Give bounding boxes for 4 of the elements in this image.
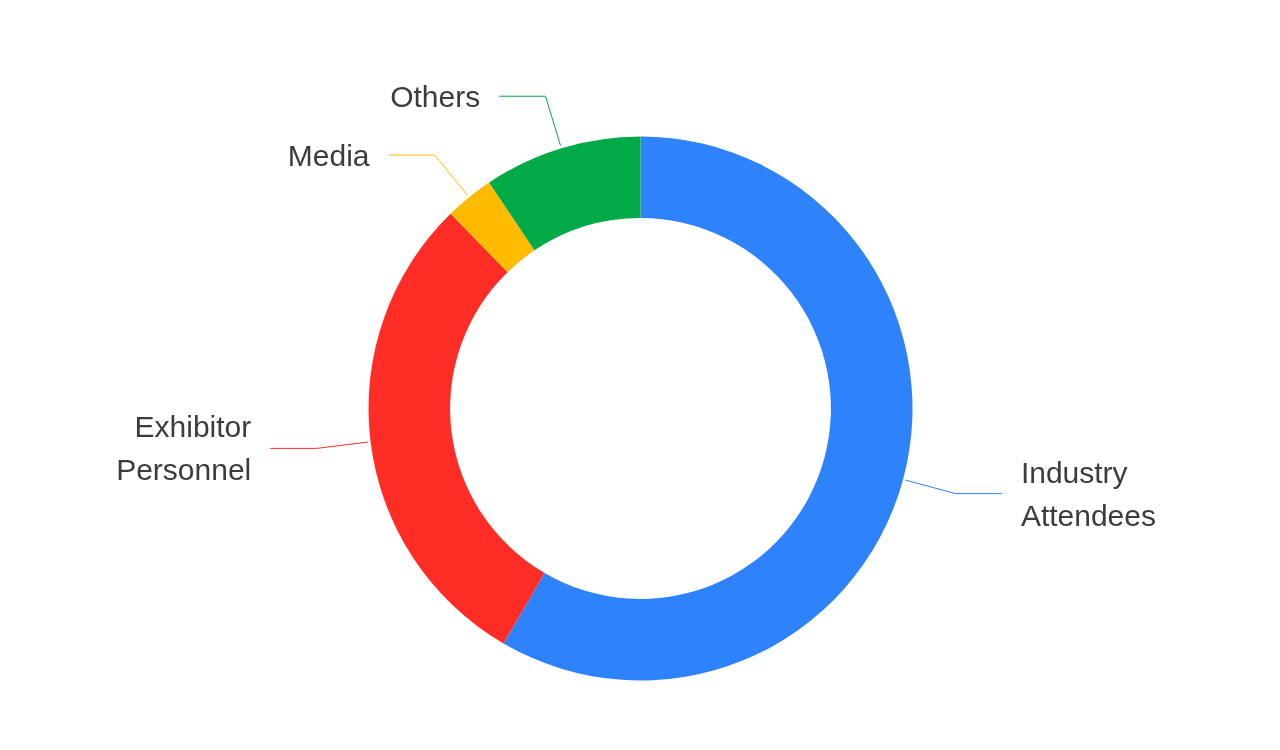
slice-label: Others xyxy=(390,79,481,113)
slice-label: Industry Attendees xyxy=(1020,455,1156,532)
slice-label: Media xyxy=(287,138,370,172)
slice-label: Exhibitor Personnel xyxy=(116,410,252,487)
